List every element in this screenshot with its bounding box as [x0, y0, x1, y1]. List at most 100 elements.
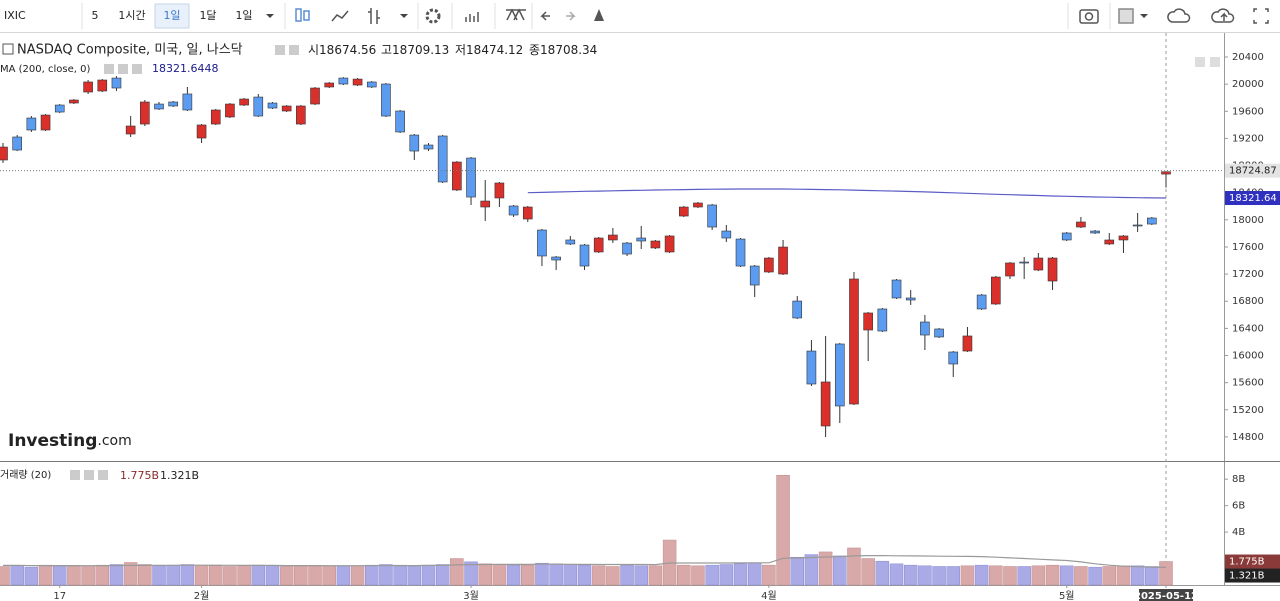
- x-tick-label: 2월: [194, 590, 210, 601]
- icon[interactable]: [289, 45, 299, 55]
- ohlc-open: 시18674.56: [308, 43, 376, 57]
- y-tick-label: 15600: [1232, 378, 1264, 389]
- candle-body: [905, 297, 916, 301]
- ohlc-value: 18708.34: [540, 43, 597, 57]
- legend-icons: [104, 64, 142, 74]
- y-tick-label: 17200: [1232, 269, 1264, 280]
- y-tick-label: 18000: [1232, 215, 1264, 226]
- candle-body: [707, 204, 717, 228]
- ohlc-low: 저18474.12: [455, 43, 523, 57]
- candle-body: [834, 343, 845, 407]
- info-icon[interactable]: [1210, 57, 1220, 67]
- candle-body: [650, 240, 661, 249]
- collapse-icon[interactable]: [2, 43, 14, 55]
- cloud-save-icon[interactable]: [1211, 8, 1235, 23]
- redo-icon[interactable]: [566, 11, 576, 21]
- undo-icon[interactable]: [540, 11, 550, 21]
- volume-bar: [223, 566, 237, 586]
- icon[interactable]: [104, 64, 114, 74]
- volume-bar: [0, 566, 10, 586]
- volume-bar: [932, 566, 946, 586]
- candle-body: [125, 125, 136, 135]
- candle-icon[interactable]: [295, 8, 302, 22]
- indicator-icon[interactable]: [465, 12, 479, 22]
- volume-bar: [733, 563, 748, 586]
- ma-line: [527, 188, 1167, 199]
- icon[interactable]: [70, 470, 80, 480]
- dropdown-arrow[interactable]: [400, 14, 408, 18]
- candle-body: [579, 244, 590, 267]
- color-icon[interactable]: [1118, 8, 1134, 24]
- camera-icon[interactable]: [1079, 9, 1099, 24]
- candle-body: [267, 102, 278, 109]
- ohlc-label: 종: [529, 43, 540, 57]
- icon[interactable]: [132, 64, 142, 74]
- candle-body: [608, 234, 618, 241]
- volume-bar: [549, 563, 563, 586]
- volume-bar: [606, 566, 620, 586]
- candle-body: [792, 300, 803, 319]
- volume-bar: [194, 564, 209, 586]
- symbol[interactable]: IXIC: [4, 9, 26, 22]
- line-icon[interactable]: [331, 10, 349, 22]
- bar-icon[interactable]: [368, 8, 380, 24]
- settings-icon[interactable]: [425, 8, 441, 24]
- volume-bar: [1116, 565, 1131, 586]
- volume-bar: [152, 565, 166, 586]
- volume-bar: [563, 564, 578, 586]
- candle-body: [948, 351, 959, 365]
- info-icon[interactable]: [1195, 57, 1205, 67]
- volume-bar: [365, 564, 379, 586]
- candle-body: [934, 328, 944, 338]
- candle-body: [593, 237, 604, 253]
- volume-bar: [450, 558, 464, 586]
- candle-icon[interactable]: [303, 10, 310, 21]
- x-tick-label: 2025-05-12: [1134, 591, 1198, 601]
- interval-button[interactable]: 1일: [163, 8, 180, 22]
- camera-lens: [1084, 12, 1094, 21]
- volume-bar: [747, 562, 762, 586]
- icon[interactable]: [84, 470, 94, 480]
- candle-body: [778, 246, 788, 275]
- chart-title: NASDAQ Composite, 미국, 일, 나스닥: [17, 43, 243, 58]
- interval-button[interactable]: 1달: [199, 9, 216, 22]
- candle-body: [1019, 261, 1029, 264]
- alert-icon[interactable]: [594, 9, 604, 21]
- volume-bar: [407, 565, 422, 586]
- interval-button[interactable]: 1시간: [118, 9, 145, 22]
- icon[interactable]: [275, 45, 285, 55]
- y-tick-label: 8B: [1232, 474, 1245, 485]
- volume-bar: [1074, 566, 1088, 586]
- toolbar-icons: [295, 8, 1269, 24]
- candle-body: [636, 237, 647, 242]
- volume-tag: 1.775B: [1229, 557, 1265, 568]
- plot-area: 2040020000196001920018800184001800017600…: [0, 52, 1280, 601]
- candle-body: [253, 96, 264, 117]
- volume-bar: [705, 564, 719, 586]
- candle-body: [281, 105, 292, 112]
- y-tick-label: 19200: [1232, 133, 1264, 144]
- x-tick-label: 3월: [463, 590, 479, 601]
- legend-icons: [70, 470, 108, 480]
- dropdown-arrow[interactable]: [266, 14, 274, 18]
- volume-bar: [804, 554, 819, 586]
- cloud-load-icon[interactable]: [1167, 8, 1191, 23]
- toolbar-separators: [81, 3, 1111, 29]
- fullscreen-icon[interactable]: [1253, 8, 1269, 24]
- compare-icon[interactable]: [506, 8, 526, 21]
- interval-button[interactable]: 5: [92, 9, 99, 22]
- candle-body: [1161, 171, 1171, 175]
- icon[interactable]: [118, 64, 128, 74]
- candle-body: [0, 146, 8, 161]
- dropdown-arrow[interactable]: [1140, 14, 1148, 18]
- candle-body: [693, 202, 703, 208]
- interval-button[interactable]: 1일: [235, 8, 252, 22]
- candle-body: [395, 110, 405, 133]
- volume-bar: [1017, 566, 1031, 586]
- icon[interactable]: [98, 470, 108, 480]
- y-tick-label: 4B: [1232, 527, 1245, 538]
- ohlc-label: 시: [308, 43, 319, 57]
- volume-bar: [251, 564, 266, 586]
- ohlc-value: 18474.12: [466, 43, 523, 57]
- ohlc-label: 고: [381, 43, 392, 57]
